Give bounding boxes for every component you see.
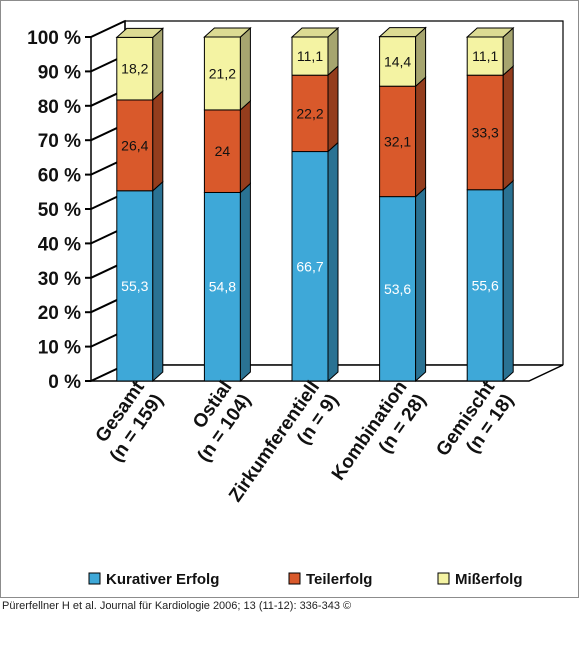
- bar-segment: [116, 99, 154, 192]
- category-label: Gesamt(n = 159): [87, 377, 168, 466]
- bar-top-face: [203, 27, 252, 38]
- y-tick-label: 30 %: [38, 269, 81, 290]
- data-label: 33,3: [472, 124, 499, 140]
- data-label: 66,7: [296, 258, 323, 274]
- category-label: Gemischt(n = 18): [432, 377, 518, 474]
- y-tick-label: 10 %: [38, 338, 81, 359]
- data-label: 55,6: [472, 277, 499, 293]
- data-label: 24: [215, 143, 231, 159]
- data-label: 11,1: [472, 48, 498, 64]
- bar-top-face: [378, 27, 427, 38]
- bar-segment-side: [239, 99, 251, 194]
- data-label: 18,2: [121, 61, 148, 77]
- y-tick-depth-line: [90, 20, 126, 38]
- bar-segment-side: [239, 182, 251, 383]
- data-label: 21,2: [209, 65, 236, 81]
- bar-top-face: [290, 27, 340, 38]
- y-tick-label: 90 %: [38, 62, 81, 83]
- data-label: 11,1: [297, 48, 323, 64]
- bar-segment: [379, 36, 417, 87]
- data-label: 54,8: [209, 279, 236, 295]
- data-label: 22,2: [296, 105, 323, 121]
- bar-segment-side: [502, 65, 514, 191]
- category-label: Ostial(n = 104): [175, 377, 256, 466]
- bar-segment-side: [152, 89, 164, 192]
- bar-top-face: [115, 27, 165, 38]
- y-tick-label: 40 %: [38, 234, 81, 255]
- legend-label: Teilerfolg: [306, 571, 372, 588]
- bar-segment: [379, 196, 417, 382]
- bar-segment: [466, 36, 504, 76]
- y-tick-label: 0 %: [48, 372, 81, 393]
- bar-segment: [291, 74, 329, 153]
- bar-segment-side: [239, 26, 251, 112]
- y-tick-label: 60 %: [38, 166, 81, 187]
- bar-segment: [379, 85, 417, 198]
- bar-segment-side: [152, 180, 164, 383]
- bar-top-face: [465, 27, 515, 38]
- bar-segment: [466, 74, 504, 191]
- y-tick-label: 70 %: [38, 131, 81, 152]
- bar-segment: [291, 151, 329, 382]
- chart-frame: 0 % 10 % 20 % 30 % 40 % 50 % 60 % 70 % 80 % 90 % 1…: [0, 0, 579, 598]
- legend-label: Mißerfolg: [455, 571, 523, 588]
- bar-segment-side: [415, 76, 427, 198]
- bar-segment: [203, 109, 241, 193]
- legend-swatch: [88, 572, 101, 585]
- bar-segment-side: [327, 65, 339, 153]
- bar-segment: [116, 36, 154, 101]
- y-tick-label: 100 %: [27, 28, 81, 49]
- legend-swatch: [437, 572, 450, 585]
- bar-segment-side: [415, 186, 427, 383]
- data-label: 26,4: [121, 137, 148, 153]
- stacked-bar-chart: 0 % 10 % 20 % 30 % 40 % 50 % 60 % 70 % 80 % 90 % 1…: [27, 19, 564, 588]
- y-tick-label: 20 %: [38, 303, 81, 324]
- legend-swatch: [288, 572, 301, 585]
- citation: Pürerfellner H et al. Journal für Kardio…: [2, 600, 352, 612]
- bar-segment: [116, 190, 154, 382]
- data-label: 14,4: [384, 53, 411, 69]
- category-label: Kombination(n = 28): [328, 377, 431, 497]
- bar-segment: [466, 189, 504, 382]
- legend-label: Kurativer Erfolg: [106, 571, 219, 588]
- bar-segment-side: [152, 27, 164, 102]
- bar-segment-side: [415, 26, 427, 88]
- y-tick-label: 50 %: [38, 200, 81, 221]
- data-label: 53,6: [384, 281, 411, 297]
- data-label: 55,3: [121, 278, 148, 294]
- bar-segment-side: [327, 141, 339, 383]
- bar-segment-side: [502, 179, 514, 383]
- bar-segment: [203, 36, 241, 111]
- data-label: 32,1: [384, 133, 411, 149]
- y-tick-label: 80 %: [38, 97, 81, 118]
